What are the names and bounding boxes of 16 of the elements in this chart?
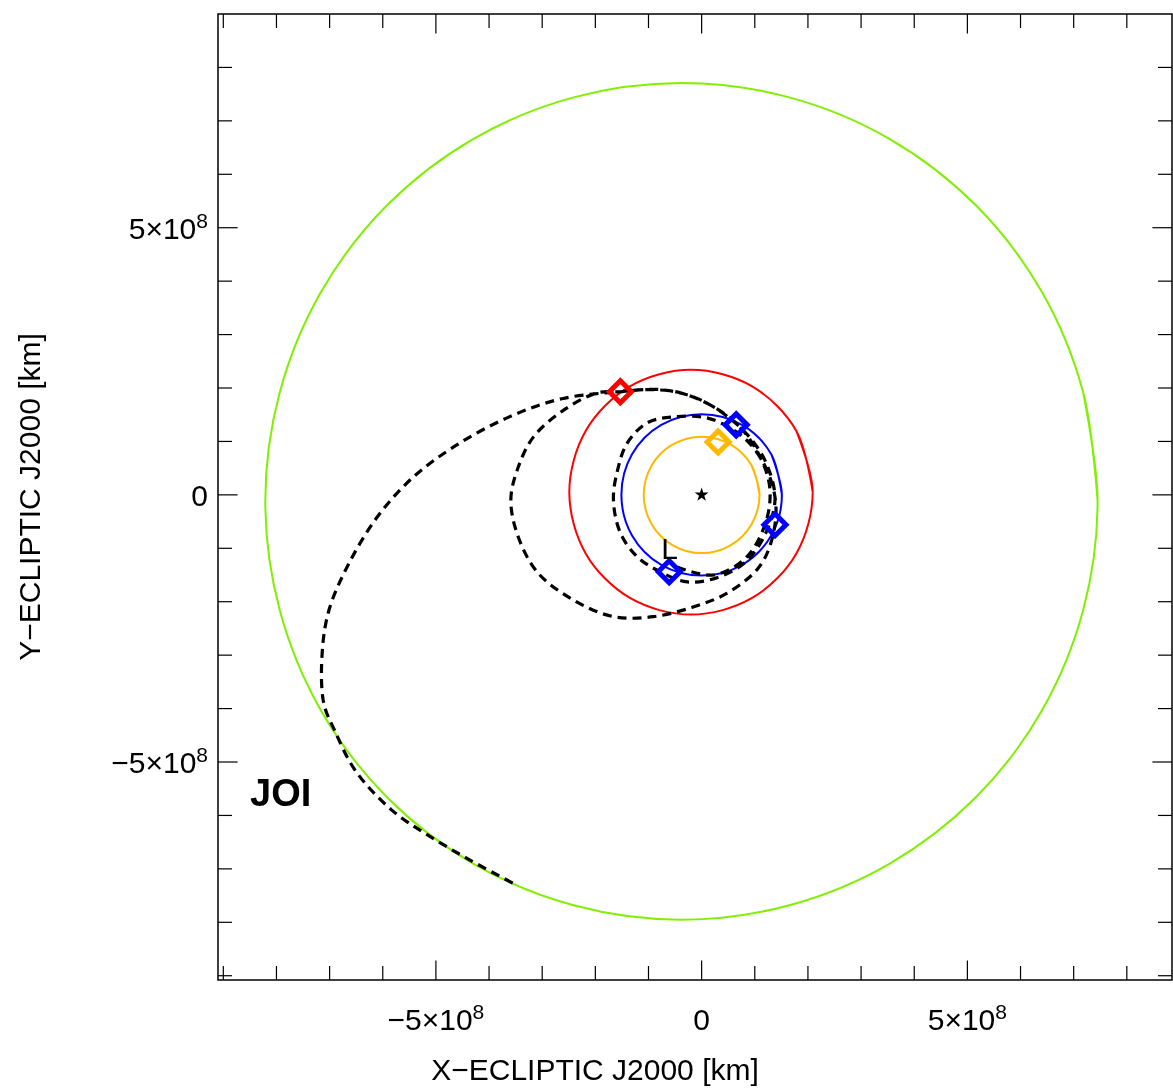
point (704, 428, 732, 456)
y-tick-label: −5×10$^{8}$ (111, 742, 208, 780)
annotation: JOI (250, 772, 312, 814)
x-tick-label: 0 (693, 1003, 710, 1036)
x-axis-title: X−ECLIPTIC J2000 [km] (431, 1053, 759, 1086)
point (761, 511, 789, 539)
y-tick-label: 0 (191, 478, 208, 512)
x-tick-label: 5×10$^{8}$ (927, 999, 1008, 1036)
point (606, 378, 634, 406)
line-series (319, 387, 778, 887)
y-tick-label: 5×10$^{8}$ (128, 208, 208, 245)
point (694, 487, 709, 501)
y-axis-title: Y−ECLIPTIC J2000 [km] (13, 333, 46, 661)
point (722, 411, 750, 439)
point (655, 558, 683, 586)
x-tick-label: −5×10$^{8}$ (387, 999, 485, 1036)
